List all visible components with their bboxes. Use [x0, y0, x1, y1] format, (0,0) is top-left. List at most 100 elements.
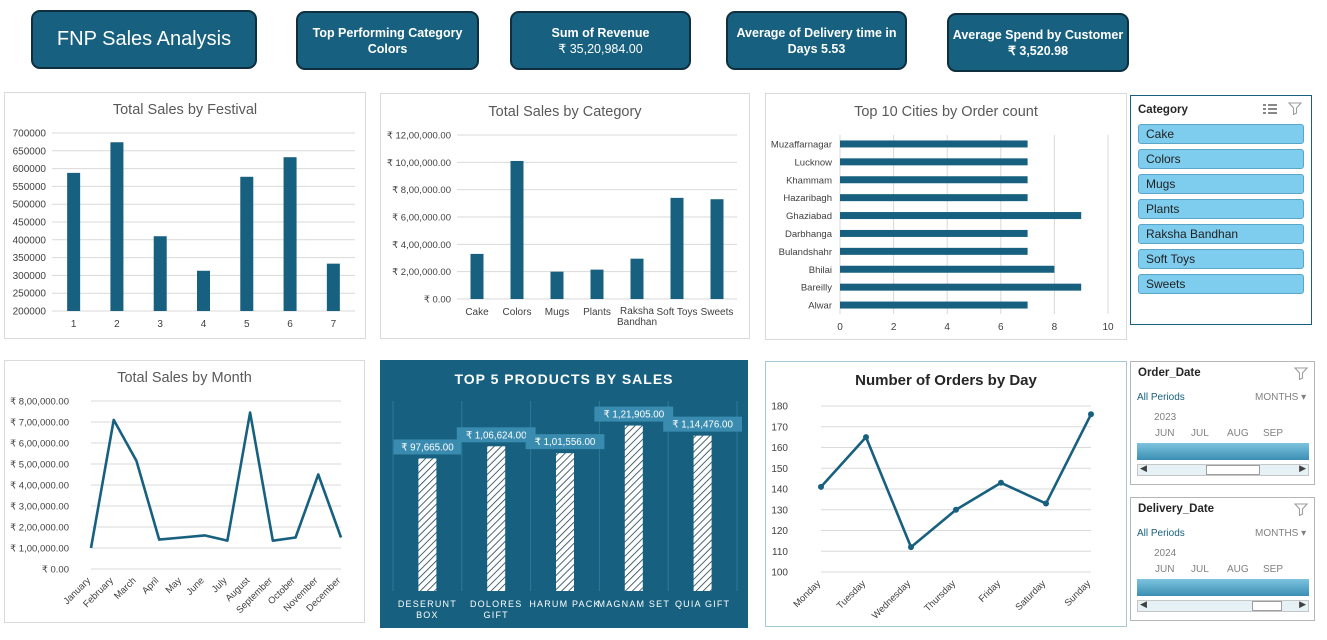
x-tick-label: GIFT — [484, 610, 509, 620]
data-label: ₹ 1,21,905.00 — [603, 410, 664, 421]
data-point — [1088, 411, 1094, 418]
y-tick-label: Lucknow — [795, 157, 833, 168]
timeline-year: 2024 — [1154, 548, 1177, 559]
clear-filter-icon[interactable] — [1294, 503, 1308, 516]
bar — [840, 194, 1028, 202]
data-label: ₹ 1,14,476.00 — [672, 420, 733, 431]
timeline-band[interactable] — [1137, 579, 1309, 596]
x-tick-label: Cake — [465, 307, 489, 318]
timeline-band[interactable] — [1137, 443, 1309, 460]
data-label: ₹ 1,06,624.00 — [466, 430, 527, 441]
category-slicer-item[interactable]: Plants — [1138, 199, 1304, 219]
chart-festival-panel[interactable]: Total Sales by Festival 700000 650000 6000… — [4, 92, 366, 339]
bar — [590, 269, 604, 299]
x-tick-label: DOLORES — [470, 599, 522, 609]
data-point — [863, 434, 869, 441]
y-tick-label: ₹ 12,00,000.00 — [387, 131, 451, 142]
x-tick-label: Friday — [977, 578, 1004, 605]
timeline-level: MONTHS — [1255, 392, 1299, 403]
x-tick-label: May — [164, 575, 185, 596]
kpi-label: Average Spend by Customer — [952, 27, 1124, 42]
kpi-value: Colors — [367, 41, 408, 56]
chart-products-panel[interactable]: TOP 5 PRODUCTS BY SALES ₹ 97,665.00 ₹ 1,0… — [380, 360, 748, 628]
kpi-delivery-time: Average of Delivery time in Days 5.53 — [726, 11, 907, 70]
category-slicer-item[interactable]: Raksha Bandhan — [1138, 224, 1304, 244]
y-tick-label: Hazaribagh — [783, 193, 832, 204]
chart-month: ₹ 8,00,000.00 ₹ 7,00,000.00 ₹ 6,00,000.00 ₹… — [10, 397, 343, 616]
bar — [840, 283, 1082, 291]
multi-select-icon[interactable] — [1263, 103, 1277, 115]
chart-title: Top 10 Cities by Order count — [854, 104, 1038, 120]
y-tick-label: 140 — [771, 485, 788, 496]
x-tick-label: DESERUNT — [398, 599, 457, 609]
chart-festival: 700000 650000 600000 550000 500000 450000 4000… — [13, 129, 355, 330]
x-tick-label: June — [184, 575, 206, 597]
y-tick-label: ₹ 0.00 — [424, 295, 451, 306]
timeline-level-dropdown[interactable]: MONTHS ▾ — [1255, 392, 1306, 403]
scroll-left-icon[interactable]: ◀ — [1140, 463, 1147, 473]
x-tick-label: Colors — [503, 307, 532, 318]
delivery-date-timeline[interactable]: Delivery_Date All Periods MONTHS ▾ 2024 … — [1130, 497, 1315, 621]
timeline-month: JUL — [1191, 428, 1209, 439]
y-tick-label: 110 — [772, 547, 788, 558]
bar — [153, 236, 167, 311]
chevron-down-icon: ▾ — [1301, 392, 1307, 403]
timeline-month: AUG — [1227, 428, 1249, 439]
clear-filter-icon[interactable] — [1294, 367, 1308, 380]
order-date-timeline[interactable]: Order_Date All Periods MONTHS ▾ 2023 JUN… — [1130, 361, 1315, 485]
data-point — [1043, 500, 1049, 507]
chart-month-panel[interactable]: Total Sales by Month ₹ 8,00,000.00 ₹ 7,00… — [4, 360, 365, 623]
x-tick-label: 8 — [1052, 322, 1058, 333]
scroll-right-icon[interactable]: ▶ — [1299, 599, 1306, 609]
y-tick-label: 650000 — [13, 146, 47, 157]
timeline-month: AUG — [1227, 564, 1249, 575]
timeline-scrollbar[interactable]: ◀ ▶ — [1137, 599, 1309, 612]
bar — [624, 425, 643, 591]
x-tick-label: Saturday — [1013, 578, 1048, 613]
y-tick-label: Muzaffarnagar — [771, 139, 832, 150]
chart-day-panel[interactable]: Number of Orders by Day 180 170 160 150 140 1… — [765, 361, 1127, 627]
timeline-month: JUL — [1191, 564, 1209, 575]
x-tick-label: BOX — [416, 610, 439, 620]
x-tick-label: 6 — [998, 322, 1004, 333]
y-tick-label: ₹ 1,00,000.00 — [10, 544, 69, 555]
timeline-scrollbar[interactable]: ◀ ▶ — [1137, 463, 1309, 476]
x-tick-label: Tuesday — [835, 578, 868, 611]
data-label-box — [594, 406, 674, 422]
x-tick-label: Raksha — [620, 306, 654, 317]
scroll-thumb[interactable] — [1252, 601, 1282, 611]
y-tick-label: 300000 — [13, 271, 47, 282]
chart-cities-panel[interactable]: Top 10 Cities by Order count 0 2 4 6 8 10 Muza… — [765, 93, 1127, 340]
bar — [840, 176, 1028, 184]
bar — [326, 263, 340, 311]
x-tick-label: Bandhan — [617, 317, 657, 328]
bar — [510, 160, 524, 299]
timeline-level-dropdown[interactable]: MONTHS ▾ — [1255, 528, 1306, 539]
bar — [840, 229, 1028, 237]
category-slicer-item[interactable]: Mugs — [1138, 174, 1304, 194]
y-tick-label: 250000 — [13, 289, 47, 300]
category-slicer[interactable]: Category Cake Colors Mugs Plants Raksha Band… — [1130, 95, 1312, 325]
y-tick-label: 130 — [771, 505, 788, 516]
category-slicer-item[interactable]: Colors — [1138, 149, 1304, 169]
chart-category: ₹ 12,00,000.00 ₹ 10,00,000.00 ₹ 8,00,000.0… — [387, 131, 737, 328]
category-slicer-item[interactable]: Soft Toys — [1138, 249, 1304, 269]
x-tick-label: 2 — [891, 322, 897, 333]
x-tick-label: 0 — [837, 322, 843, 333]
timeline-title: Order_Date — [1138, 367, 1201, 379]
category-slicer-item[interactable]: Sweets — [1138, 274, 1304, 294]
x-tick-label: Wednesday — [870, 578, 913, 621]
scroll-thumb[interactable] — [1206, 465, 1260, 475]
kpi-label: Sum of Revenue — [551, 25, 650, 40]
bar — [840, 140, 1028, 148]
x-tick-label: 3 — [157, 319, 163, 330]
bar — [487, 446, 506, 591]
y-tick-label: Bareilly — [801, 283, 832, 294]
scroll-right-icon[interactable]: ▶ — [1299, 463, 1306, 473]
category-slicer-item[interactable]: Cake — [1138, 124, 1304, 144]
y-tick-label: 120 — [771, 526, 788, 537]
clear-filter-icon[interactable] — [1288, 102, 1302, 115]
scroll-left-icon[interactable]: ◀ — [1140, 599, 1147, 609]
timeline-period: All Periods — [1137, 392, 1185, 403]
chart-category-panel[interactable]: Total Sales by Category ₹ 12,00,000.00 ₹ … — [380, 93, 750, 339]
